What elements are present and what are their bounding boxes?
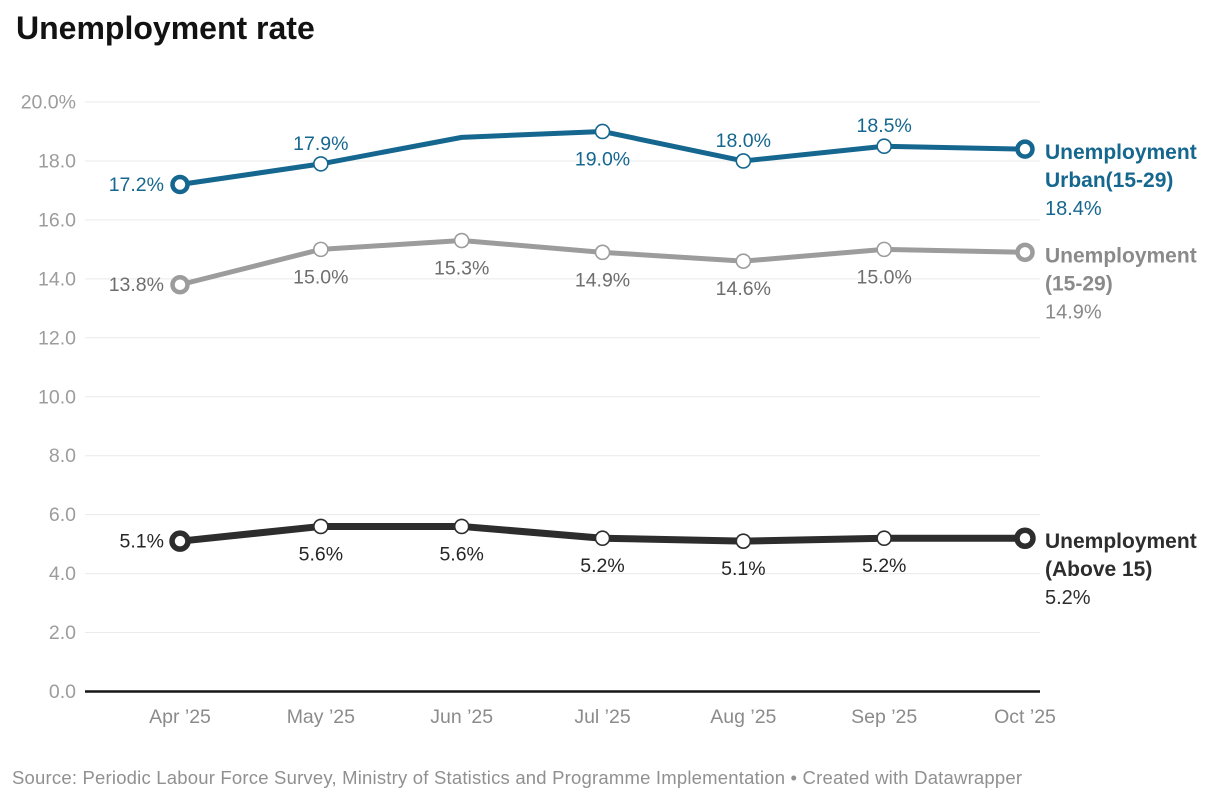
data-point-series0[interactable] — [313, 156, 329, 172]
y-tick-label: 6.0 — [49, 504, 76, 526]
data-point-series0[interactable] — [735, 153, 752, 169]
y-tick-label: 2.0 — [49, 622, 76, 644]
line-chart: 0.0 2.0 4.0 6.0 8.0 10.0 12.0 14.0 16.0 18.0 20.0%… — [21, 92, 1197, 729]
data-point-series1[interactable] — [876, 241, 892, 258]
data-point-series0[interactable] — [594, 123, 611, 140]
data-label-series1: 15.0% — [857, 266, 912, 288]
data-label-series0: 18.0% — [716, 130, 771, 152]
legend-name-series0: Urban(15-29) — [1045, 169, 1173, 192]
data-label-series1: 14.9% — [575, 269, 630, 291]
x-tick-label: Jun ’25 — [430, 706, 493, 728]
x-tick-label: Apr ’25 — [149, 706, 211, 728]
y-tick-label: 8.0 — [49, 445, 76, 467]
chart-title: Unemployment rate — [16, 10, 315, 46]
data-label-series2: 5.2% — [580, 555, 624, 577]
data-label-series2: 5.6% — [439, 543, 483, 565]
data-label-series0: 17.9% — [293, 133, 348, 155]
data-point-series1[interactable] — [453, 232, 470, 249]
y-tick-label: 12.0 — [38, 327, 76, 349]
data-point-series1[interactable] — [594, 244, 611, 261]
x-tick-label: Sep ’25 — [851, 706, 917, 728]
data-label-series1: 15.3% — [434, 258, 489, 280]
data-point-series1[interactable] — [735, 253, 752, 269]
data-point-series2[interactable] — [453, 518, 470, 535]
data-point-series1[interactable] — [313, 241, 329, 258]
x-tick-label: Aug ’25 — [710, 706, 776, 728]
legend-value-series0: 18.4% — [1045, 198, 1102, 220]
data-label-series1: 14.6% — [716, 278, 771, 300]
data-label-series2: 5.6% — [299, 543, 343, 565]
data-point-series0[interactable] — [876, 138, 892, 155]
data-label-series0: 17.2% — [109, 174, 164, 196]
legend-value-series2: 5.2% — [1045, 587, 1091, 609]
data-label-series1: 13.8% — [109, 274, 164, 296]
x-tick-label: Jul ’25 — [574, 706, 631, 728]
legend-name-series1: Unemployment — [1045, 244, 1197, 267]
legend-name-series2: (Above 15) — [1045, 558, 1152, 581]
y-tick-label: 0.0 — [49, 681, 76, 703]
legend-value-series1: 14.9% — [1045, 301, 1102, 323]
data-label-series2: 5.2% — [862, 555, 906, 577]
data-point-series2[interactable] — [594, 530, 611, 547]
legend-name-series0: Unemployment — [1045, 141, 1197, 164]
y-tick-label: 16.0 — [38, 209, 76, 231]
y-tick-label: 14.0 — [38, 268, 76, 290]
data-point-series1[interactable] — [170, 274, 190, 295]
data-point-series2[interactable] — [313, 518, 329, 535]
data-point-series2[interactable] — [1014, 527, 1036, 549]
data-point-series2[interactable] — [169, 530, 191, 552]
data-label-series2: 5.1% — [120, 531, 164, 553]
data-label-series2: 5.1% — [721, 558, 765, 580]
data-label-series0: 19.0% — [575, 148, 630, 170]
legend-name-series2: Unemployment — [1045, 530, 1197, 553]
y-tick-label: 18.0 — [38, 150, 76, 172]
data-point-series1[interactable] — [1015, 242, 1035, 263]
source-note: Source: Periodic Labour Force Survey, Mi… — [12, 767, 1023, 788]
x-tick-label: Oct ’25 — [994, 706, 1056, 728]
data-point-series2[interactable] — [735, 533, 752, 549]
y-tick-label: 10.0 — [38, 386, 76, 408]
data-label-series0: 18.5% — [857, 115, 912, 137]
y-tick-label: 20.0% — [21, 92, 76, 114]
x-tick-label: May ’25 — [287, 706, 355, 728]
y-tick-label: 4.0 — [49, 563, 76, 585]
data-label-series1: 15.0% — [293, 266, 348, 288]
legend-name-series1: (15-29) — [1045, 272, 1113, 295]
data-point-series2[interactable] — [876, 530, 892, 547]
data-point-series0[interactable] — [170, 174, 190, 195]
data-point-series0[interactable] — [1015, 139, 1035, 159]
